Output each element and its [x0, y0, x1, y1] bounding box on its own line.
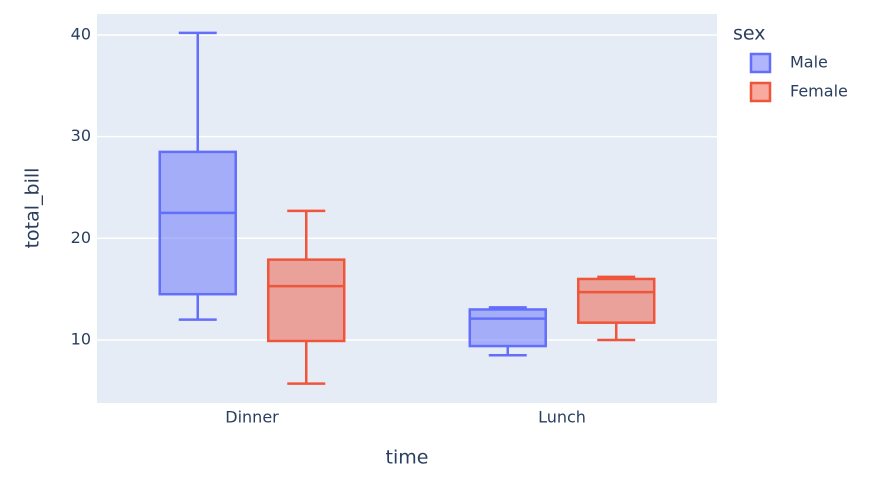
y-tick-label: 20	[71, 228, 91, 247]
legend-label: Female	[790, 82, 848, 101]
legend-title: sex	[733, 23, 766, 45]
y-tick-label: 40	[71, 24, 91, 43]
y-axis-title: total_bill	[22, 168, 44, 249]
y-tick-label: 30	[71, 126, 91, 145]
box	[267, 258, 346, 343]
legend-swatch	[749, 52, 772, 74]
x-tick-label: Lunch	[538, 408, 586, 427]
x-tick-label: Dinner	[225, 408, 279, 427]
y-tick-label: 10	[71, 329, 91, 348]
x-axis-title: time	[386, 447, 429, 469]
box	[577, 277, 656, 324]
box	[468, 308, 547, 348]
legend-label: Male	[790, 53, 828, 72]
box	[158, 150, 237, 296]
legend-swatch	[749, 81, 772, 103]
